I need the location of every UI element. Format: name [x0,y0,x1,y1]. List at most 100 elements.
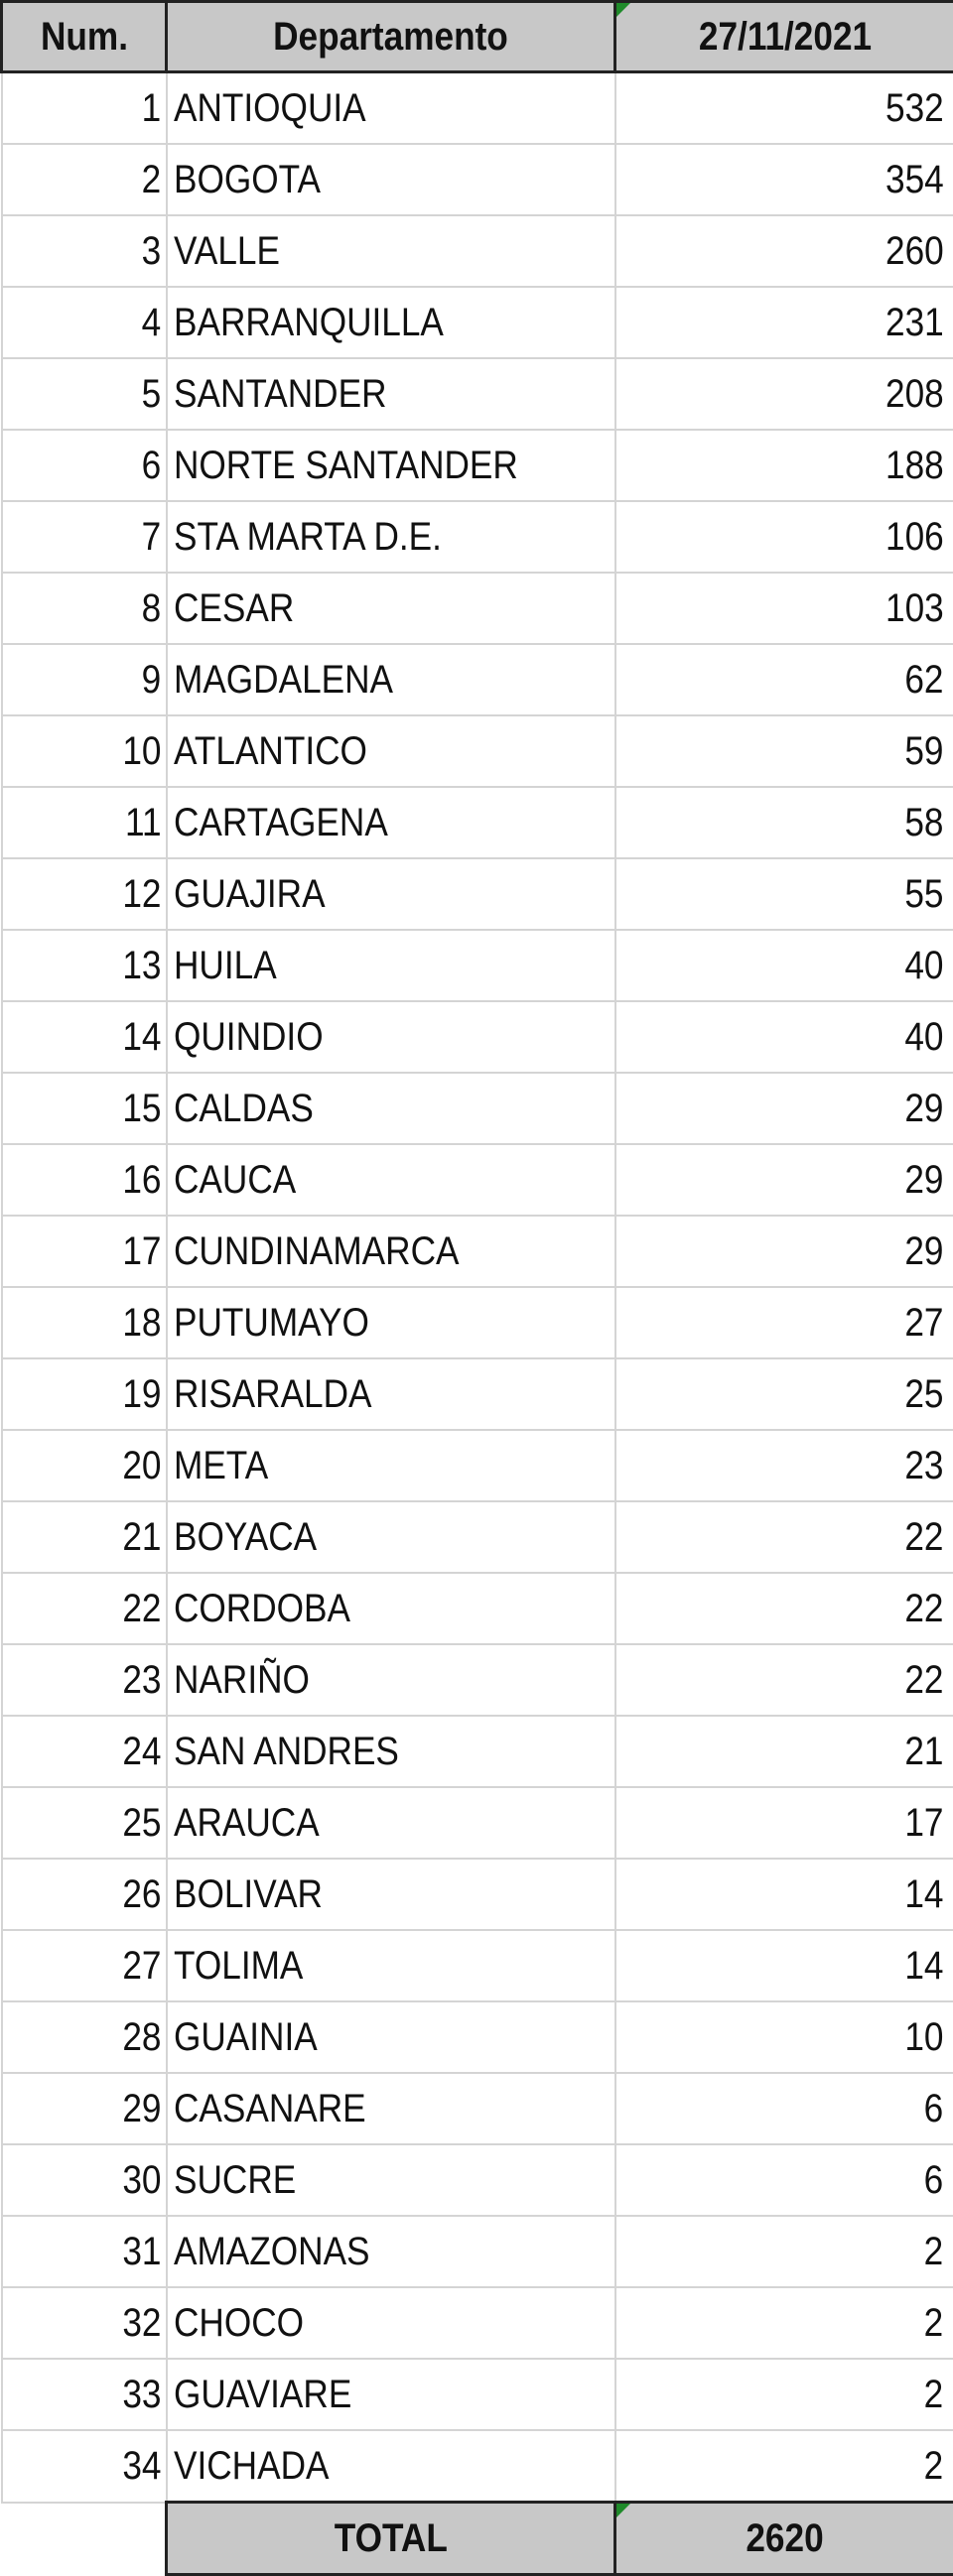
department-value-cell[interactable]: 58 [615,787,953,858]
department-value-cell[interactable]: 532 [615,72,953,145]
department-value-cell[interactable]: 354 [615,144,953,215]
row-number-cell[interactable]: 23 [2,1644,167,1716]
department-value-cell[interactable]: 40 [615,930,953,1001]
department-name-cell[interactable]: HUILA [167,930,615,1001]
department-name-cell[interactable]: NARIÑO [167,1644,615,1716]
department-value-cell[interactable]: 208 [615,358,953,430]
department-name-cell[interactable]: SANTANDER [167,358,615,430]
row-number-cell[interactable]: 25 [2,1787,167,1859]
row-number-cell[interactable]: 9 [2,644,167,715]
row-number-cell[interactable]: 14 [2,1001,167,1073]
department-name-cell[interactable]: CORDOBA [167,1573,615,1644]
department-value-cell[interactable]: 14 [615,1930,953,2001]
row-number-cell[interactable]: 18 [2,1287,167,1358]
department-value-cell[interactable]: 10 [615,2001,953,2073]
row-number-cell[interactable]: 28 [2,2001,167,2073]
row-number-cell[interactable]: 17 [2,1216,167,1287]
department-value-cell[interactable]: 6 [615,2073,953,2144]
row-number-cell[interactable]: 2 [2,144,167,215]
header-department[interactable]: Departamento [167,2,615,72]
department-name-cell[interactable]: MAGDALENA [167,644,615,715]
department-name-cell[interactable]: GUAJIRA [167,858,615,930]
row-number-cell[interactable]: 27 [2,1930,167,2001]
row-number-cell[interactable]: 5 [2,358,167,430]
department-value-cell[interactable]: 22 [615,1644,953,1716]
header-num[interactable]: Num. [2,2,167,72]
department-value-cell[interactable]: 55 [615,858,953,930]
department-name-cell[interactable]: ANTIOQUIA [167,72,615,145]
department-name-cell[interactable]: BARRANQUILLA [167,287,615,358]
department-value-cell[interactable]: 59 [615,715,953,787]
row-number-cell[interactable]: 19 [2,1358,167,1430]
row-number-cell[interactable]: 7 [2,501,167,573]
blank-cell[interactable] [2,2503,167,2575]
department-name-cell[interactable]: CUNDINAMARCA [167,1216,615,1287]
department-name-cell[interactable]: SUCRE [167,2144,615,2216]
department-name-cell[interactable]: SAN ANDRES [167,1716,615,1787]
department-value-cell[interactable]: 106 [615,501,953,573]
department-name-cell[interactable]: META [167,1430,615,1501]
row-number-cell[interactable]: 4 [2,287,167,358]
department-value-cell[interactable]: 260 [615,215,953,287]
department-name-cell[interactable]: CASANARE [167,2073,615,2144]
row-number-cell[interactable]: 16 [2,1144,167,1216]
department-value-cell[interactable]: 23 [615,1430,953,1501]
department-name-cell[interactable]: NORTE SANTANDER [167,430,615,501]
department-value-cell[interactable]: 6 [615,2144,953,2216]
department-name-cell[interactable]: CESAR [167,573,615,644]
row-number-cell[interactable]: 21 [2,1501,167,1573]
row-number-cell[interactable]: 6 [2,430,167,501]
department-value-cell[interactable]: 62 [615,644,953,715]
department-value-cell[interactable]: 231 [615,287,953,358]
row-number-cell[interactable]: 32 [2,2287,167,2359]
row-number-cell[interactable]: 31 [2,2216,167,2287]
row-number-cell[interactable]: 29 [2,2073,167,2144]
department-name-cell[interactable]: BOYACA [167,1501,615,1573]
row-number-cell[interactable]: 34 [2,2430,167,2503]
row-number-cell[interactable]: 15 [2,1073,167,1144]
row-number-cell[interactable]: 10 [2,715,167,787]
department-value-cell[interactable]: 2 [615,2287,953,2359]
row-number-cell[interactable]: 30 [2,2144,167,2216]
department-name-cell[interactable]: VALLE [167,215,615,287]
department-value-cell[interactable]: 103 [615,573,953,644]
department-value-cell[interactable]: 29 [615,1216,953,1287]
row-number-cell[interactable]: 24 [2,1716,167,1787]
total-value[interactable]: 2620 [615,2503,953,2575]
row-number-cell[interactable]: 12 [2,858,167,930]
department-name-cell[interactable]: STA MARTA D.E. [167,501,615,573]
department-name-cell[interactable]: PUTUMAYO [167,1287,615,1358]
row-number-cell[interactable]: 1 [2,72,167,145]
department-value-cell[interactable]: 25 [615,1358,953,1430]
department-value-cell[interactable]: 2 [615,2430,953,2503]
row-number-cell[interactable]: 8 [2,573,167,644]
department-name-cell[interactable]: ARAUCA [167,1787,615,1859]
department-name-cell[interactable]: TOLIMA [167,1930,615,2001]
department-name-cell[interactable]: CAUCA [167,1144,615,1216]
department-name-cell[interactable]: QUINDIO [167,1001,615,1073]
department-name-cell[interactable]: BOGOTA [167,144,615,215]
department-name-cell[interactable]: RISARALDA [167,1358,615,1430]
department-name-cell[interactable]: CALDAS [167,1073,615,1144]
total-label[interactable]: TOTAL [167,2503,615,2575]
department-value-cell[interactable]: 40 [615,1001,953,1073]
department-name-cell[interactable]: BOLIVAR [167,1859,615,1930]
department-value-cell[interactable]: 21 [615,1716,953,1787]
department-value-cell[interactable]: 22 [615,1573,953,1644]
department-name-cell[interactable]: VICHADA [167,2430,615,2503]
department-name-cell[interactable]: AMAZONAS [167,2216,615,2287]
department-value-cell[interactable]: 29 [615,1073,953,1144]
department-name-cell[interactable]: GUAVIARE [167,2359,615,2430]
row-number-cell[interactable]: 11 [2,787,167,858]
department-value-cell[interactable]: 188 [615,430,953,501]
row-number-cell[interactable]: 26 [2,1859,167,1930]
department-name-cell[interactable]: CARTAGENA [167,787,615,858]
row-number-cell[interactable]: 22 [2,1573,167,1644]
row-number-cell[interactable]: 3 [2,215,167,287]
department-value-cell[interactable]: 2 [615,2359,953,2430]
department-name-cell[interactable]: GUAINIA [167,2001,615,2073]
department-value-cell[interactable]: 14 [615,1859,953,1930]
department-value-cell[interactable]: 27 [615,1287,953,1358]
row-number-cell[interactable]: 13 [2,930,167,1001]
department-name-cell[interactable]: CHOCO [167,2287,615,2359]
